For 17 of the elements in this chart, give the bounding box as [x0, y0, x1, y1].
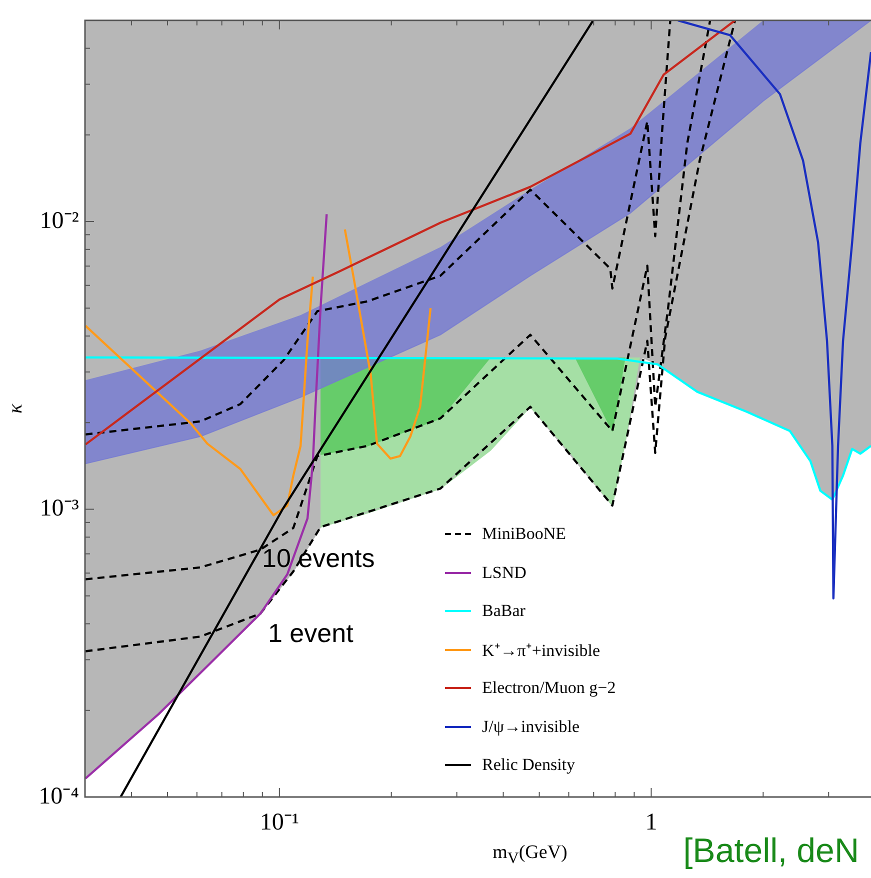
- y-tick-label: 10⁻⁴: [38, 783, 79, 810]
- x-axis-title: m$_{V}$(GeV): [492, 842, 568, 868]
- y-tick-label: 10⁻³: [40, 496, 79, 522]
- y-tick-label: 10⁻²: [40, 208, 79, 234]
- legend-label: BaBar: [482, 601, 526, 622]
- annotation: 10 events: [262, 543, 375, 574]
- x-tick-label: 1: [645, 810, 658, 836]
- legend-label: LSND: [482, 562, 526, 583]
- legend-label: Electron/Muon g−2: [482, 678, 616, 698]
- y-axis-title: κ: [4, 404, 26, 414]
- legend-label: Relic Density: [482, 755, 576, 776]
- legend-label: J/ψ→invisible: [482, 716, 580, 737]
- x-tick-label: 10⁻¹: [260, 810, 300, 836]
- legend-label: K⁺→π⁺+invisible: [482, 640, 600, 662]
- annotation: 1 event: [268, 618, 354, 649]
- legend-label: MiniBooNE: [482, 524, 566, 544]
- text: [Batell, deN: [683, 832, 859, 871]
